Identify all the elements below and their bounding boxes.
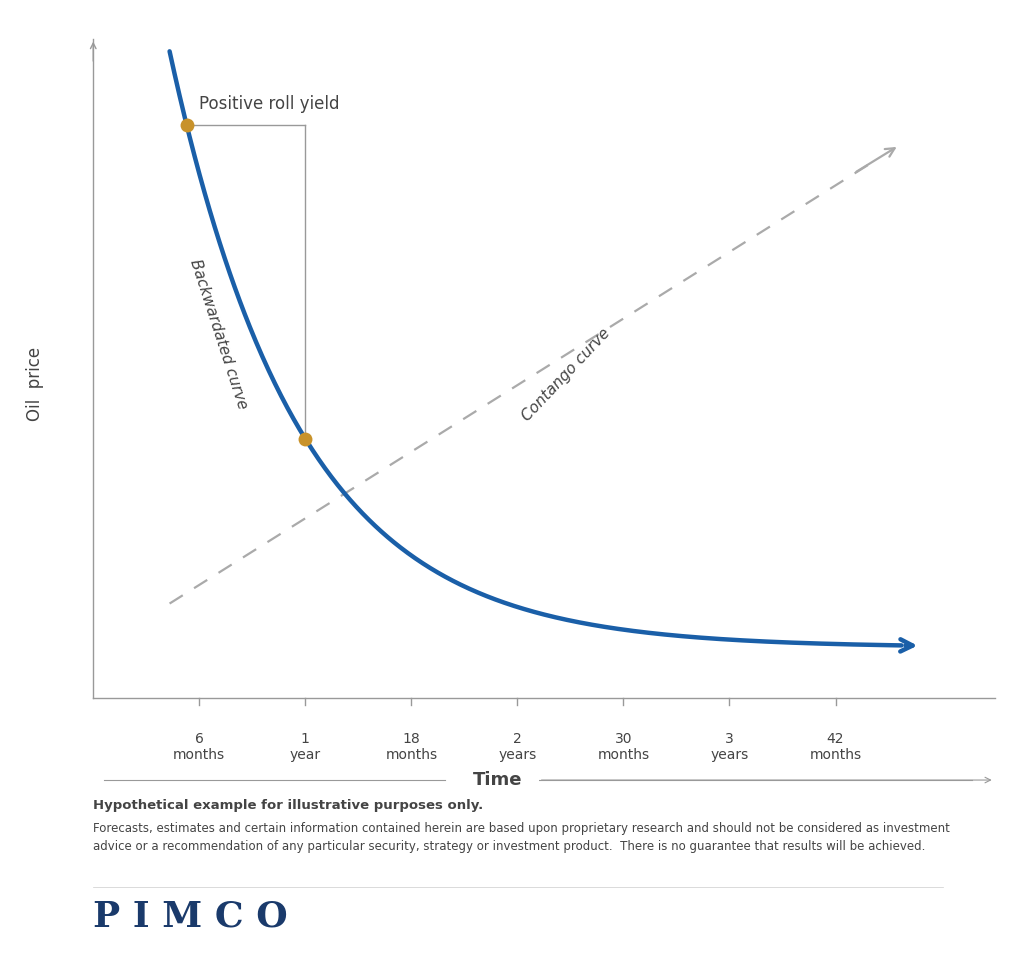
Text: 18
months: 18 months [385,733,437,763]
Text: 2
years: 2 years [498,733,537,763]
Text: Time: Time [472,771,522,789]
Text: 3
years: 3 years [711,733,749,763]
Text: Hypothetical example for illustrative purposes only.: Hypothetical example for illustrative pu… [93,799,484,812]
Text: Contango curve: Contango curve [519,326,613,423]
Text: 1
year: 1 year [290,733,321,763]
Text: 6
months: 6 months [173,733,226,763]
Text: 30
months: 30 months [598,733,650,763]
Text: 42
months: 42 months [809,733,862,763]
Text: Backwardated curve: Backwardated curve [188,257,250,411]
Point [178,117,195,133]
Text: Positive roll yield: Positive roll yield [199,95,340,113]
Point [297,431,314,447]
Text: P I M C O: P I M C O [93,899,288,933]
Text: Forecasts, estimates and certain information contained herein are based upon pro: Forecasts, estimates and certain informa… [93,822,950,853]
Text: Oil  price: Oil price [26,347,44,421]
